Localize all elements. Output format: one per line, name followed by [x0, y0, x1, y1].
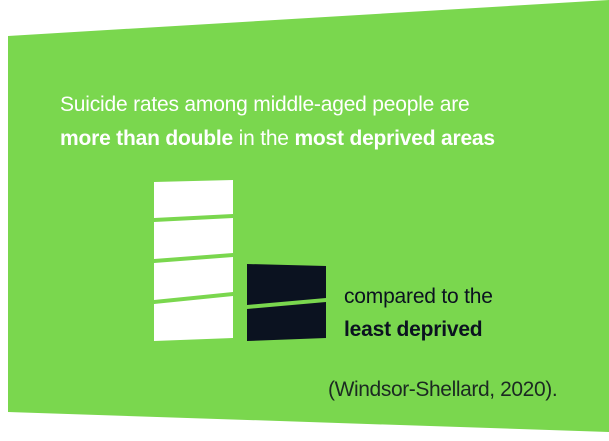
comparison-line-1: compared to the: [344, 285, 493, 308]
dark-bar-segment: [247, 264, 326, 305]
citation: (Windsor-Shellard, 2020).: [328, 378, 558, 401]
green-panel-shape: [8, 0, 609, 432]
white-bar-segment: [154, 218, 233, 259]
headline-line-1: Suicide rates among middle-aged people a…: [60, 93, 470, 116]
comparison-emphasis-least-deprived: least deprived: [344, 318, 483, 341]
dark-stacked-bar-icon: [247, 264, 326, 341]
white-stacked-bar-icon: [154, 180, 233, 341]
headline: Suicide rates among middle-aged people a…: [60, 88, 600, 156]
headline-emphasis-most-deprived: most deprived areas: [294, 127, 495, 150]
dark-bar-segment: [247, 302, 326, 341]
white-bar-segment: [154, 257, 233, 300]
headline-emphasis-more-than-double: more than double: [60, 127, 233, 150]
white-bar-segment: [154, 180, 233, 218]
comparison-text: compared to the least deprived: [344, 280, 493, 346]
white-bar-segment: [154, 296, 233, 341]
headline-connector: in the: [232, 127, 295, 150]
